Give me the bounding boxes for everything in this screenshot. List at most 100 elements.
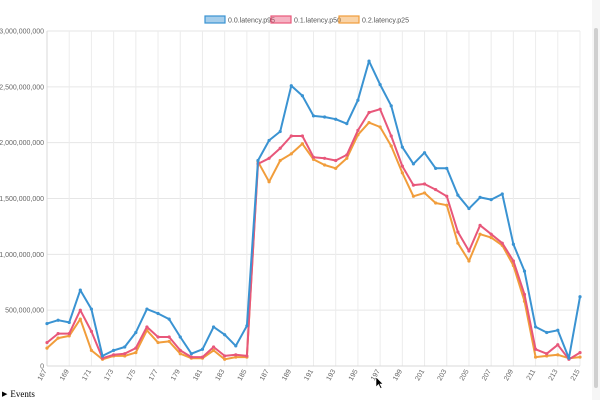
legend-label: 0.2.latency.p25 xyxy=(362,18,409,25)
legend-label: 0.0.latency.p95 xyxy=(228,18,275,25)
data-point xyxy=(323,163,327,167)
data-point xyxy=(311,157,316,162)
data-point xyxy=(533,347,538,351)
x-tick-label: 167 xyxy=(37,368,49,382)
data-point xyxy=(289,84,293,88)
x-tick-label: 201 xyxy=(414,368,426,382)
x-tick-label: 175 xyxy=(126,368,138,382)
x-tick-label: 199 xyxy=(392,368,404,382)
data-point xyxy=(167,317,171,321)
data-point xyxy=(89,307,94,311)
data-point xyxy=(156,340,160,345)
data-point xyxy=(378,107,382,111)
vertical-scrollbar[interactable] xyxy=(592,0,600,400)
x-tick-label: 187 xyxy=(259,368,271,382)
data-point xyxy=(478,232,482,236)
data-point xyxy=(567,356,571,360)
x-tick-label: 209 xyxy=(503,368,515,382)
data-point xyxy=(411,162,416,166)
x-tick-label: 193 xyxy=(326,368,338,382)
x-tick-label: 177 xyxy=(148,368,160,382)
triangle-right-icon: ▶ xyxy=(2,390,8,398)
data-point xyxy=(89,329,94,333)
data-point xyxy=(112,348,116,352)
data-point xyxy=(245,324,249,328)
data-point xyxy=(345,122,349,126)
data-point xyxy=(67,334,71,338)
data-point xyxy=(178,352,182,356)
data-point xyxy=(211,325,216,329)
events-label: Events xyxy=(10,389,35,399)
events-toggle[interactable]: ▶ Events xyxy=(2,389,35,399)
data-point xyxy=(511,242,515,246)
data-point xyxy=(100,354,105,358)
x-tick-label: 169 xyxy=(59,368,71,382)
mouse-cursor-icon xyxy=(376,377,384,389)
data-point xyxy=(100,356,105,360)
data-point xyxy=(422,191,427,195)
data-point xyxy=(56,336,60,340)
data-point xyxy=(545,354,549,358)
data-point xyxy=(45,321,49,326)
data-point xyxy=(145,325,149,329)
legend[interactable]: 0.0.latency.p95 0.1.latency.p50 0.2.latenc… xyxy=(204,15,409,25)
data-point xyxy=(200,347,205,351)
data-point xyxy=(167,339,171,344)
data-point xyxy=(167,335,171,339)
data-point xyxy=(345,156,349,160)
data-point xyxy=(267,156,271,160)
data-point xyxy=(467,249,471,253)
data-point xyxy=(522,269,527,273)
data-point xyxy=(434,187,438,192)
x-tick-label: 185 xyxy=(237,368,249,382)
data-point xyxy=(56,318,60,322)
data-point xyxy=(500,192,504,196)
y-tick-label: 3,000,000,000 xyxy=(0,29,44,36)
data-point xyxy=(345,153,349,157)
data-point xyxy=(356,128,360,132)
legend-swatch xyxy=(270,15,292,24)
data-point xyxy=(389,134,393,138)
data-point xyxy=(156,335,160,339)
data-point xyxy=(456,241,460,245)
x-tick-label: 215 xyxy=(570,368,582,382)
data-point xyxy=(223,357,227,361)
data-point xyxy=(545,352,549,356)
data-point xyxy=(189,352,193,356)
data-point xyxy=(300,142,304,146)
legend-item[interactable]: 0.0.latency.p95 xyxy=(204,15,275,25)
data-point xyxy=(234,353,238,357)
series-lines xyxy=(45,59,582,361)
data-point xyxy=(367,110,371,115)
data-point xyxy=(200,355,205,359)
data-point xyxy=(511,259,515,263)
legend-item[interactable]: 0.1.latency.p50 xyxy=(270,15,341,25)
data-point xyxy=(178,335,182,339)
legend-label: 0.1.latency.p50 xyxy=(294,18,341,25)
data-point xyxy=(578,351,582,355)
data-point xyxy=(323,115,327,119)
data-point xyxy=(400,145,404,149)
legend-item[interactable]: 0.2.latency.p25 xyxy=(338,15,409,25)
y-tick-label: 2,000,000,000 xyxy=(0,140,44,147)
data-point xyxy=(445,203,449,207)
data-point xyxy=(445,166,449,170)
data-point xyxy=(578,295,582,299)
data-point xyxy=(378,125,382,129)
x-tick-label: 173 xyxy=(103,368,115,382)
data-point xyxy=(278,158,282,163)
grid xyxy=(46,30,581,367)
data-point xyxy=(134,351,138,355)
data-point xyxy=(123,354,127,358)
data-point xyxy=(367,120,371,125)
legend-swatch xyxy=(204,15,226,24)
data-point xyxy=(456,230,460,234)
data-point xyxy=(411,183,416,187)
data-point xyxy=(434,166,438,170)
data-point xyxy=(156,311,160,316)
scrollbar-thumb[interactable] xyxy=(594,28,598,388)
data-point xyxy=(456,193,460,197)
data-point xyxy=(478,223,482,227)
data-point xyxy=(89,348,94,352)
